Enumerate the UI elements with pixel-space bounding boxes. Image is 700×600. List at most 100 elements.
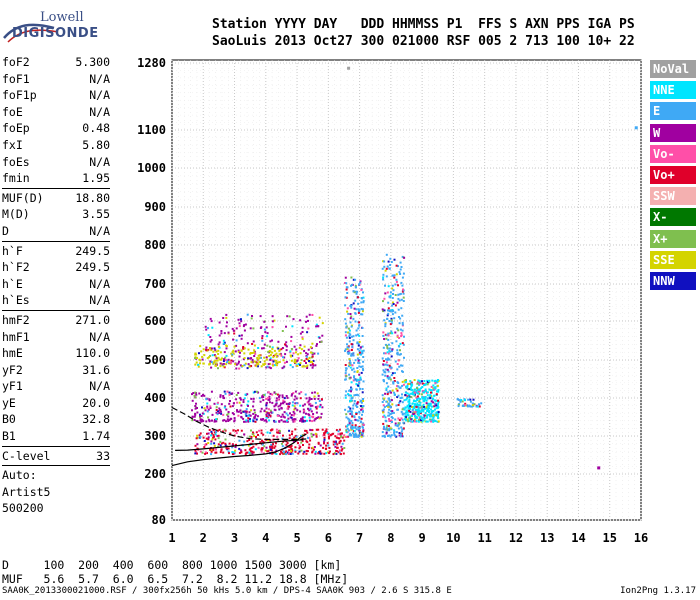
echo-point	[293, 436, 296, 439]
echo-point	[295, 351, 297, 354]
y-tick-label: 700	[144, 277, 166, 291]
echo-point	[437, 399, 440, 402]
echo-point	[387, 352, 390, 355]
echo-point	[389, 332, 392, 335]
echo-point	[354, 299, 357, 302]
echo-point	[278, 420, 281, 423]
echo-point	[231, 353, 234, 356]
echo-point	[245, 408, 248, 411]
echo-point	[207, 416, 209, 419]
echo-point	[353, 361, 356, 364]
echo-point	[202, 362, 205, 365]
echo-point	[359, 347, 362, 350]
echo-point	[269, 445, 271, 448]
echo-point	[345, 375, 348, 377]
echo-point	[386, 424, 389, 427]
echo-point	[210, 442, 213, 445]
echo-point	[381, 373, 384, 376]
echo-point	[265, 446, 268, 449]
echo-point	[199, 362, 201, 365]
echo-point	[299, 363, 301, 366]
echo-point	[382, 369, 385, 372]
echo-point	[386, 364, 389, 367]
echo-point	[426, 420, 429, 423]
echo-point	[275, 397, 278, 400]
echo-point	[250, 397, 253, 400]
echo-point	[266, 335, 268, 338]
echo-point	[411, 414, 413, 417]
echo-point	[350, 354, 353, 357]
echo-point	[472, 398, 475, 401]
echo-point	[194, 452, 197, 455]
echo-point	[389, 257, 392, 260]
echo-point	[248, 439, 251, 441]
echo-point	[283, 453, 286, 455]
echo-point	[218, 341, 221, 344]
echo-point	[348, 423, 351, 426]
echo-point	[286, 414, 289, 417]
param-value: 32.8	[82, 412, 110, 427]
echo-point	[469, 398, 472, 401]
echo-point	[350, 381, 353, 384]
echo-point	[309, 346, 312, 349]
echo-point	[298, 444, 301, 447]
echo-point	[258, 354, 261, 357]
echo-point	[222, 360, 225, 362]
echo-point	[309, 429, 312, 432]
echo-point	[291, 366, 294, 369]
echo-point	[397, 297, 400, 300]
echo-point	[235, 443, 237, 446]
echo-point	[383, 427, 386, 430]
echo-point	[385, 426, 388, 429]
param-name: foEs	[2, 154, 30, 169]
echo-point	[266, 332, 269, 335]
echo-point	[220, 449, 223, 452]
echo-point	[272, 354, 275, 357]
echo-point	[332, 443, 335, 446]
echo-point	[233, 345, 236, 348]
echo-point	[268, 449, 271, 452]
echo-point	[352, 335, 355, 338]
echo-point	[461, 400, 464, 403]
echo-point	[471, 404, 474, 407]
echo-point	[393, 391, 396, 394]
echo-point	[464, 399, 466, 402]
echo-point	[389, 412, 392, 415]
echo-point	[357, 344, 360, 347]
echo-point	[286, 396, 289, 399]
echo-point	[421, 382, 424, 385]
echo-point	[247, 357, 250, 360]
echo-point	[338, 442, 341, 445]
echo-point	[279, 404, 282, 407]
echo-point	[429, 403, 432, 406]
echo-point	[230, 361, 232, 364]
echo-point	[353, 400, 356, 402]
echo-point	[436, 420, 439, 423]
echo-point	[309, 364, 312, 367]
echo-point	[360, 405, 362, 408]
echo-point	[210, 453, 213, 456]
echo-point	[387, 307, 390, 310]
echo-point	[427, 408, 430, 411]
echo-point	[345, 326, 348, 329]
echo-point	[258, 361, 261, 363]
profile-trace	[175, 439, 304, 451]
echo-point	[296, 365, 299, 367]
echo-point	[213, 444, 216, 447]
legend-item-x-: X+	[650, 229, 696, 248]
echo-point	[205, 328, 208, 331]
echo-point	[315, 428, 318, 431]
echo-point	[394, 311, 397, 314]
echo-point	[280, 354, 283, 357]
echo-point	[242, 346, 245, 348]
echo-point	[340, 435, 343, 438]
echo-point	[255, 436, 257, 438]
param-row: h`F 249.5	[2, 243, 110, 260]
echo-point	[211, 438, 214, 441]
echo-point	[262, 399, 265, 402]
echo-point	[385, 387, 388, 390]
echo-point	[302, 408, 305, 411]
echo-point	[263, 452, 265, 455]
echo-point	[283, 416, 286, 419]
param-name: foE	[2, 104, 23, 119]
